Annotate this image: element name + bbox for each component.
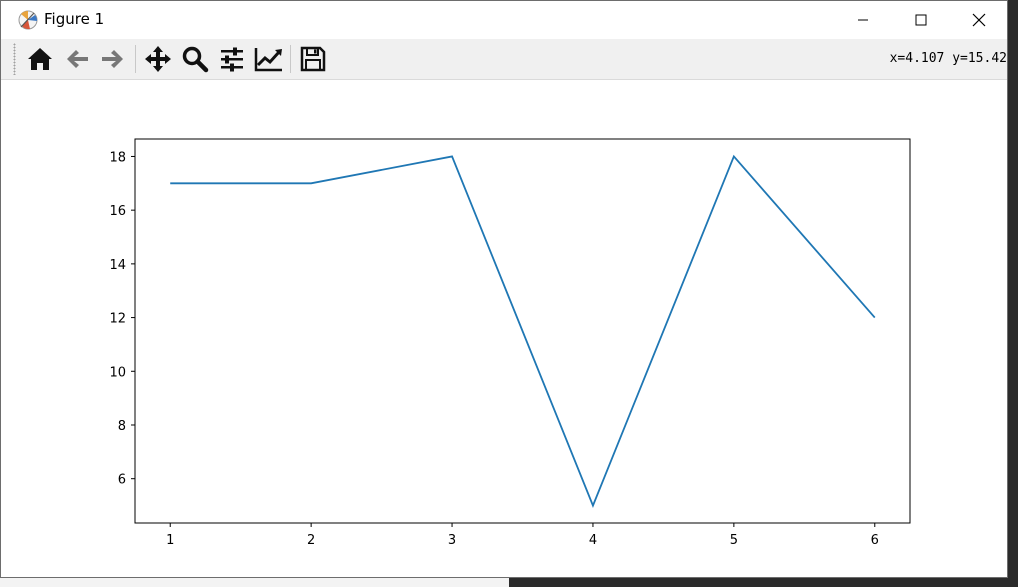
- x-tick-label: 6: [871, 533, 879, 548]
- zoom-icon: [182, 46, 209, 73]
- y-tick-label: 8: [118, 419, 126, 434]
- y-tick-label: 18: [109, 150, 126, 165]
- toolbar-separator: [135, 45, 136, 73]
- configure-subplots-button[interactable]: [215, 43, 249, 75]
- y-tick-label: 10: [109, 365, 126, 380]
- configure-subplots-icon: [221, 47, 243, 72]
- x-tick-label: 2: [307, 533, 315, 548]
- forward-arrow-icon: [102, 50, 123, 68]
- home-icon: [28, 48, 52, 70]
- edit-axis-icon: [254, 48, 282, 72]
- back-button[interactable]: [60, 43, 94, 75]
- navigation-toolbar: x=4.107 y=15.42: [1, 39, 1007, 80]
- minimize-button[interactable]: [834, 1, 892, 39]
- title-bar[interactable]: Figure 1: [1, 1, 1007, 39]
- y-tick-label: 14: [109, 258, 126, 273]
- series-line: [170, 154, 876, 508]
- toolbar-separator: [290, 45, 291, 73]
- back-arrow-icon: [67, 50, 88, 68]
- window-title: Figure 1: [44, 10, 105, 28]
- home-button[interactable]: [23, 43, 57, 75]
- x-tick-label: 1: [166, 533, 174, 548]
- forward-button[interactable]: [96, 43, 130, 75]
- zoom-button[interactable]: [178, 43, 212, 75]
- plot-canvas[interactable]: 1 2 3 4 5 6 6 8 10 12 14 16 18: [1, 80, 1007, 577]
- y-tick-label: 6: [118, 473, 126, 488]
- matplotlib-app-icon: [17, 9, 39, 31]
- x-tick-label: 4: [589, 533, 597, 548]
- maximize-icon: [915, 14, 927, 26]
- close-button[interactable]: [950, 1, 1008, 39]
- save-button[interactable]: [296, 43, 330, 75]
- maximize-button[interactable]: [892, 1, 950, 39]
- cursor-coordinates: x=4.107 y=15.42: [889, 51, 1007, 66]
- x-tick-label: 3: [448, 533, 456, 548]
- pan-button[interactable]: [141, 43, 175, 75]
- x-tick-label: 5: [730, 533, 738, 548]
- y-tick-label: 12: [109, 312, 126, 327]
- minimize-icon: [858, 19, 868, 21]
- figure-window: Figure 1: [0, 0, 1008, 578]
- close-icon: [972, 13, 986, 27]
- y-tick-label: 16: [109, 204, 126, 219]
- edit-axis-button[interactable]: [252, 43, 286, 75]
- background-desktop: [0, 577, 509, 587]
- toolbar-grip[interactable]: [13, 43, 16, 75]
- pan-icon: [145, 46, 171, 72]
- save-icon: [300, 46, 326, 72]
- background-strip: [1008, 0, 1018, 587]
